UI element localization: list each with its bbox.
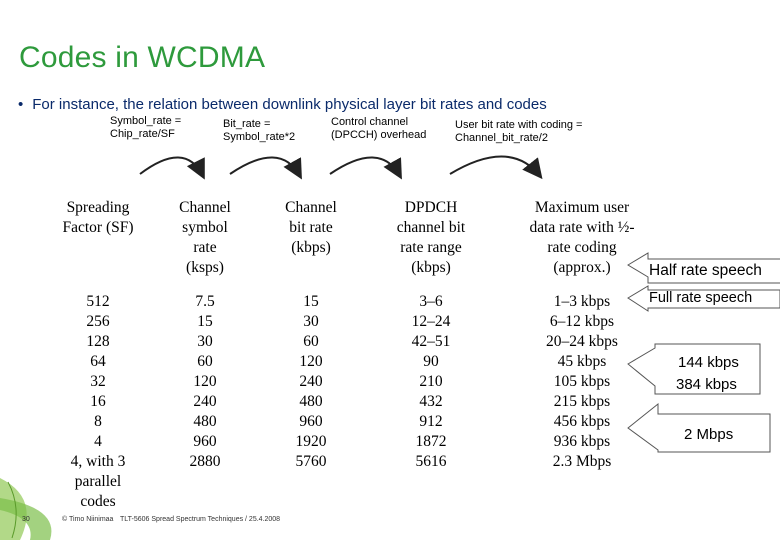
footer-author: © Timo Niinimaa [62,516,114,523]
callout-144-kbps: 144 kbps [678,354,739,371]
column-symbol-rate: Channel symbol rate (ksps) 7.5 15 30 60 … [150,178,260,492]
column-dpdch-range: DPDCH channel bit rate range (kbps) 3–6 … [375,178,487,492]
callout-arrow-2mbps [627,402,771,453]
column-max-user-rate: Maximum user data rate with ½- rate codi… [507,178,657,492]
bullet-line: For instance, the relation between downl… [32,96,547,113]
callout-full-rate-speech: Full rate speech [649,290,753,306]
values-max-user-rate: 1–3 kbps 6–12 kbps 20–24 kbps 45 kbps 10… [546,293,618,470]
header-max-user-rate: Maximum user data rate with ½- rate codi… [529,199,635,276]
values-dpdch-range: 3–6 12–24 42–51 90 210 432 912 1872 5616 [411,293,451,470]
bullet-text: • For instance, the relation between down… [18,96,547,113]
bullet-marker: • [18,96,24,113]
note-control-overhead: Control channel (DPCCH) overhead [331,116,427,141]
callout-arrow-half-rate [627,252,780,284]
header-symbol-rate: Channel symbol rate (ksps) [179,199,231,276]
header-spreading-factor: Spreading Factor (SF) [62,199,134,236]
green-leaf-decoration-icon [0,478,52,540]
callout-arrow-full-rate [627,285,780,312]
footer-page-number: 30 [22,516,30,523]
curved-arrow-icon [139,156,205,180]
callout-arrow-144 [627,343,761,395]
column-spreading-factor: Spreading Factor (SF) 512 256 128 64 32 … [38,178,158,532]
callout-384-kbps: 384 kbps [676,376,737,393]
curved-arrow-icon [229,156,302,180]
callout-half-rate-speech: Half rate speech [649,262,762,279]
note-symbol-rate: Symbol_rate = Chip_rate/SF [110,115,182,140]
values-symbol-rate: 7.5 15 30 60 120 240 480 960 2880 [189,293,221,470]
curved-arrow-icon [329,156,402,180]
footer-course: TLT-5606 Spread Spectrum Techniques / 25… [120,516,281,523]
values-bit-rate: 15 30 60 120 240 480 960 1920 5760 [295,293,327,470]
header-dpdch-range: DPDCH channel bit rate range (kbps) [396,199,466,276]
slide-title: Codes in WCDMA [19,41,266,74]
note-bit-rate: Bit_rate = Symbol_rate*2 [223,118,296,143]
note-user-bit-rate: User bit rate with coding = Channel_bit_… [455,119,583,144]
column-bit-rate: Channel bit rate (kbps) 15 30 60 120 240… [258,178,364,492]
curved-arrow-icon [449,155,543,180]
header-bit-rate: Channel bit rate (kbps) [285,199,337,256]
callout-2-mbps: 2 Mbps [684,426,734,443]
values-spreading-factor: 512 256 128 64 32 16 8 4 4, with 3 paral… [70,293,126,510]
